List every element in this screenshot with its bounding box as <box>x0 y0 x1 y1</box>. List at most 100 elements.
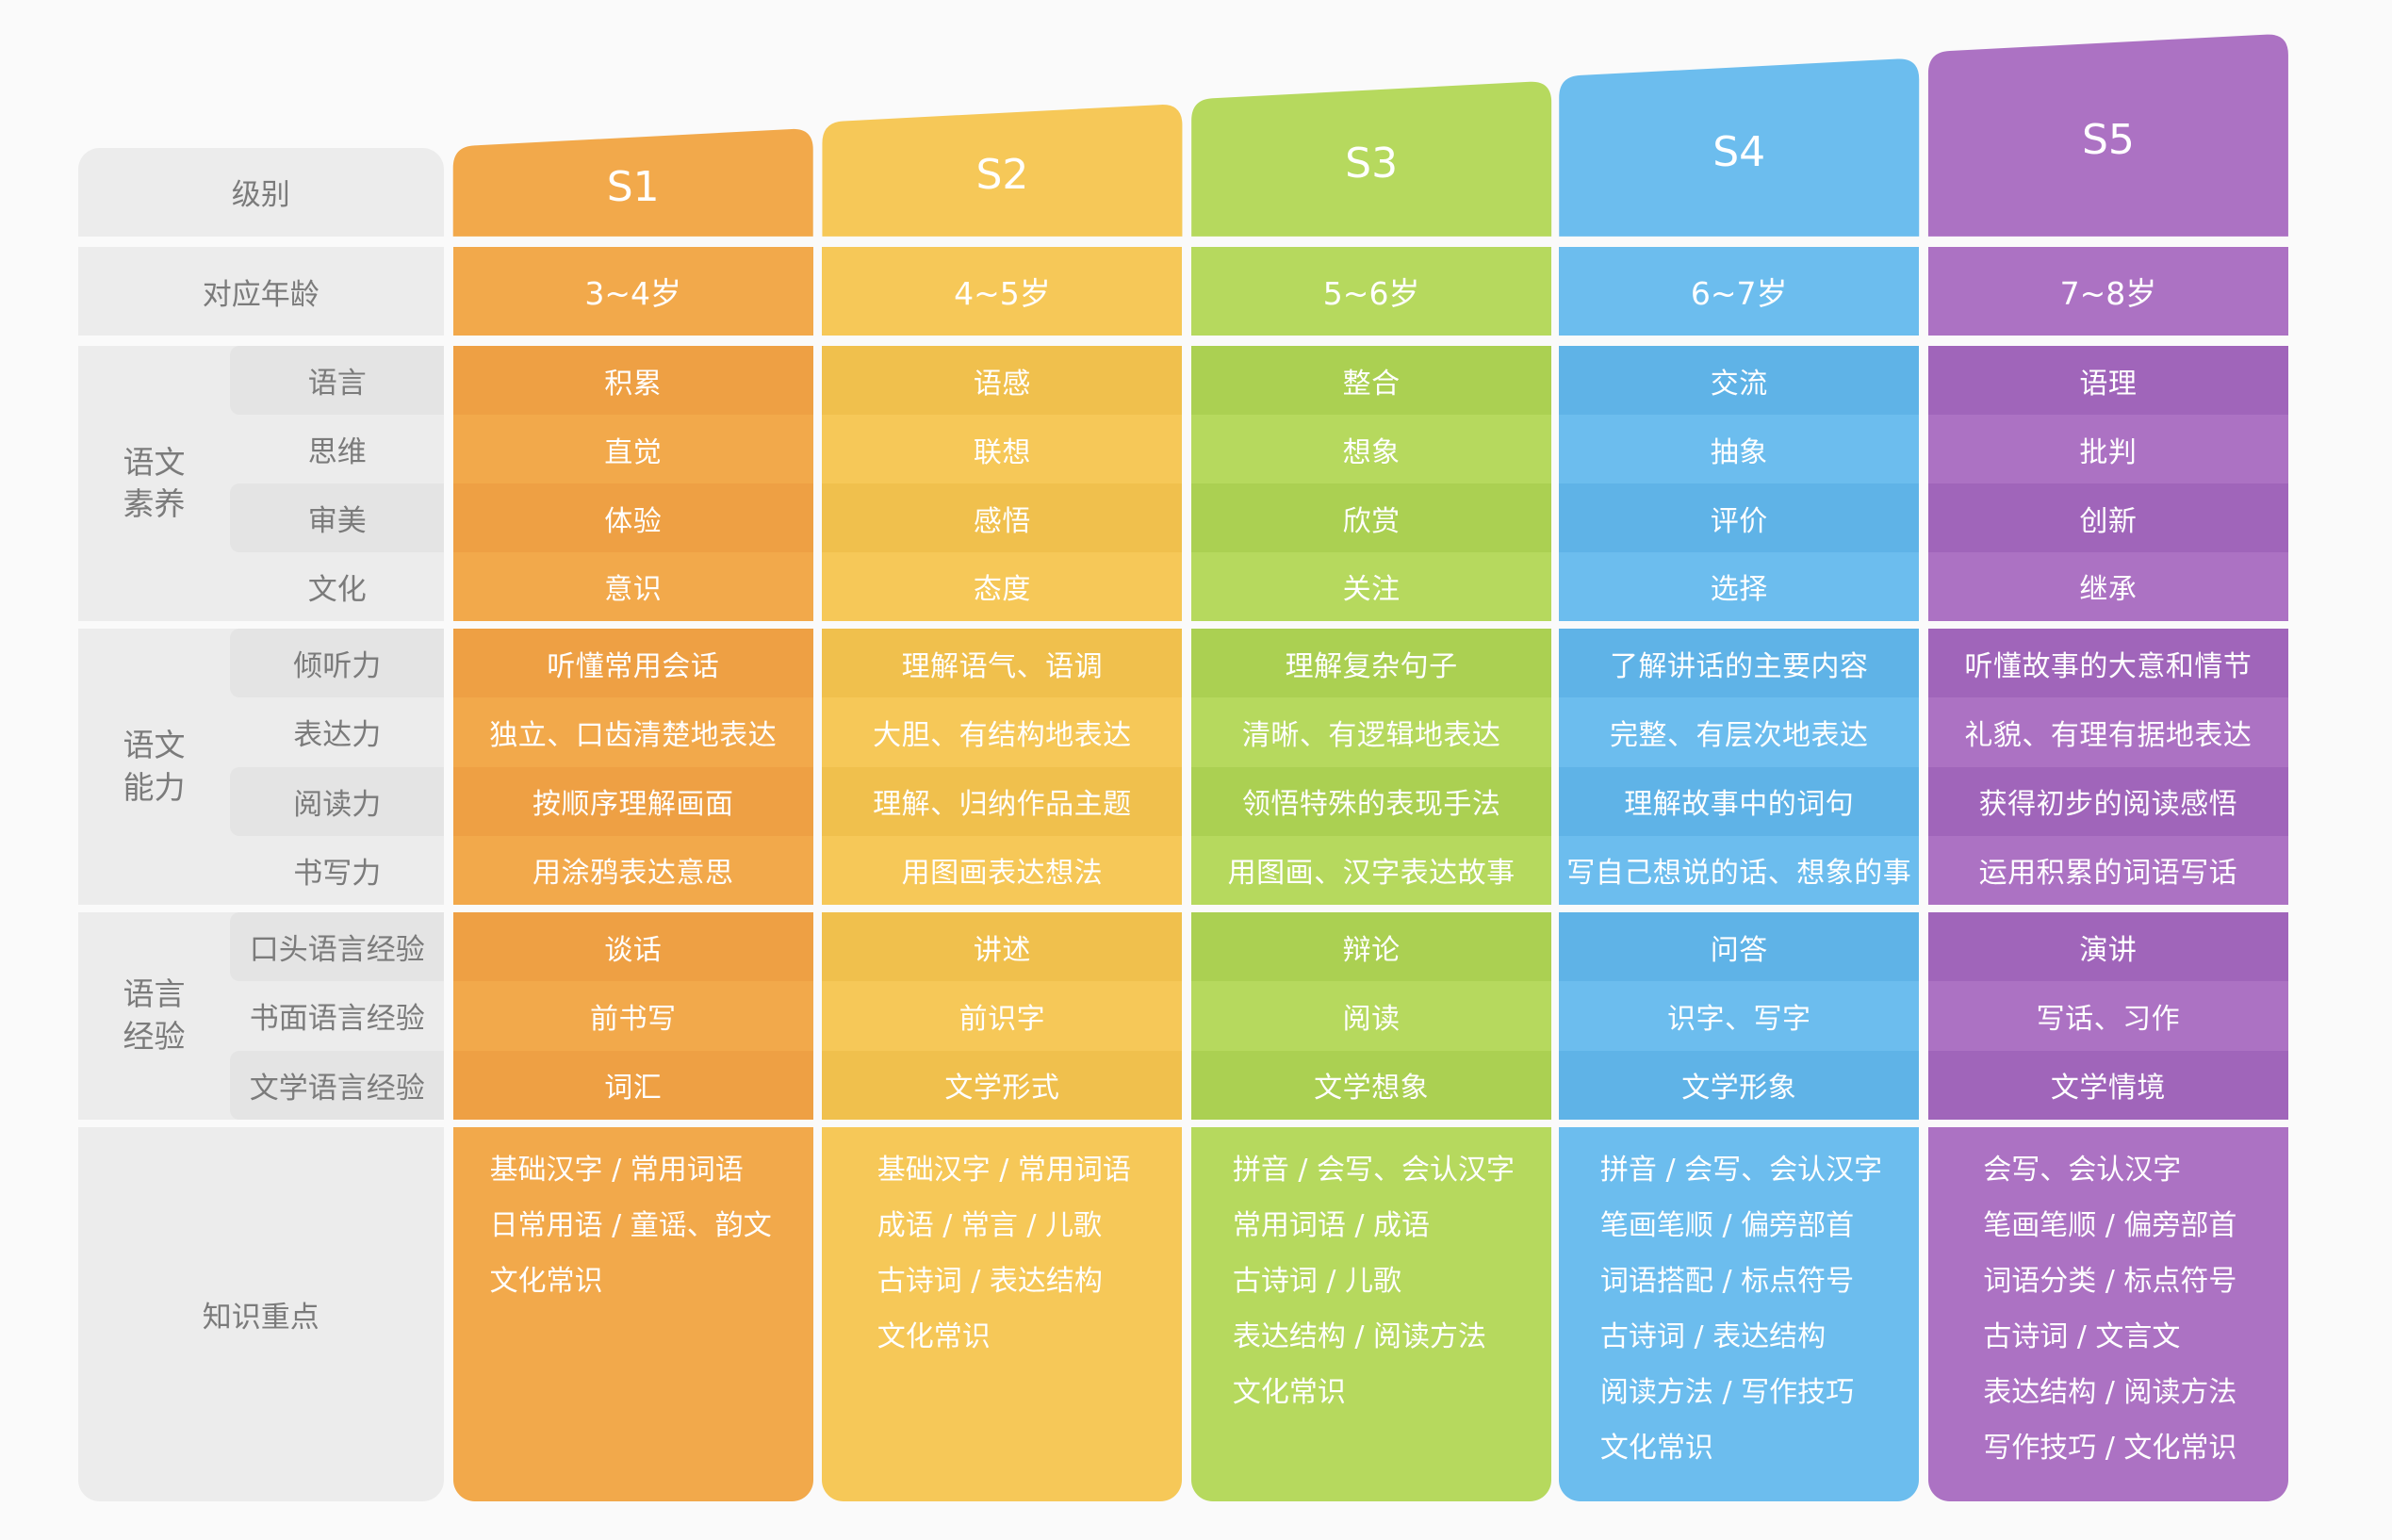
cell-literacy-s4-3: 选择 <box>1710 573 1768 607</box>
age-cell-s4: 6~7岁 <box>1559 247 1920 336</box>
cell-ability-s1-1: 独立、口齿清楚地表达 <box>489 718 778 752</box>
knowledge-row-label: 知识重点 <box>77 1127 445 1501</box>
knowledge-item-s5-0: 会写、会认汉字 <box>1983 1154 2182 1188</box>
sub-label-literacy-0: 语言 <box>230 346 444 416</box>
age-cell-s3: 5~6岁 <box>1191 247 1552 336</box>
sub-label-ability-0: 倾听力 <box>230 628 444 698</box>
age-cell-s1: 3~4岁 <box>452 247 813 336</box>
knowledge-item-s2-1: 成语 / 常言 / 儿歌 <box>877 1209 1103 1243</box>
cell-literacy-s3-3: 关注 <box>1342 573 1401 607</box>
cell-experience-s5-0: 演讲 <box>1927 911 2288 982</box>
knowledge-item-s4-2: 词语搭配 / 标点符号 <box>1599 1265 1855 1299</box>
knowledge-item-s5-2: 词语分类 / 标点符号 <box>1983 1265 2237 1299</box>
level-header-s3: S3 <box>1345 139 1399 188</box>
cell-ability-s3-3: 用图画、汉字表达故事 <box>1227 857 1515 891</box>
sub-label-experience-1: 书面语言经验 <box>249 1002 425 1037</box>
knowledge-item-s5-5: 写作技巧 / 文化常识 <box>1983 1432 2237 1466</box>
knowledge-item-s3-2: 古诗词 / 儿歌 <box>1232 1265 1402 1299</box>
knowledge-item-s1-2: 文化常识 <box>489 1265 603 1299</box>
cell-experience-s1-0: 谈话 <box>452 911 813 982</box>
knowledge-item-s4-5: 文化常识 <box>1599 1432 1713 1466</box>
cell-literacy-s3-1: 想象 <box>1342 435 1401 469</box>
cell-literacy-s3-0: 整合 <box>1191 346 1552 416</box>
cell-ability-s3-0: 理解复杂句子 <box>1191 628 1552 698</box>
knowledge-item-s5-4: 表达结构 / 阅读方法 <box>1983 1376 2237 1410</box>
knowledge-item-s1-0: 基础汉字 / 常用词语 <box>489 1154 744 1188</box>
cell-ability-s1-3: 用涂鸦表达意思 <box>532 857 734 891</box>
cell-ability-s5-0: 听懂故事的大意和情节 <box>1927 628 2288 698</box>
level-header-s4: S4 <box>1712 127 1766 176</box>
cell-literacy-s1-3: 意识 <box>604 573 663 607</box>
knowledge-cell-s2: 基础汉字 / 常用词语 成语 / 常言 / 儿歌 古诗词 / 表达结构 文化常识 <box>822 1127 1183 1501</box>
cell-ability-s5-2: 获得初步的阅读感悟 <box>1927 766 2288 836</box>
cell-ability-s2-0: 理解语气、语调 <box>822 628 1183 698</box>
knowledge-item-s2-0: 基础汉字 / 常用词语 <box>877 1154 1131 1188</box>
cell-literacy-s4-1: 抽象 <box>1710 435 1768 469</box>
cell-ability-s4-3: 写自己想说的话、想象的事 <box>1566 857 1912 891</box>
knowledge-cell-s1: 基础汉字 / 常用词语 日常用语 / 童谣、韵文 文化常识 <box>452 1127 813 1501</box>
cell-ability-s4-1: 完整、有层次地表达 <box>1609 718 1869 752</box>
cell-literacy-s2-2: 感悟 <box>822 483 1183 552</box>
cell-experience-s3-1: 阅读 <box>1342 1002 1401 1036</box>
cell-ability-s5-3: 运用积累的词语写话 <box>1978 857 2238 891</box>
level-header-label: 级别 <box>77 148 445 237</box>
cell-experience-s2-2: 文学形式 <box>822 1050 1183 1120</box>
group-label-literacy: 语文 素养 <box>123 443 186 523</box>
cell-literacy-s5-1: 批判 <box>2079 435 2138 469</box>
cell-literacy-s5-0: 语理 <box>1927 346 2288 416</box>
cell-literacy-s1-0: 积累 <box>452 346 813 416</box>
knowledge-item-s4-0: 拼音 / 会写、会认汉字 <box>1599 1154 1883 1188</box>
level-header-s1: S1 <box>606 162 660 211</box>
knowledge-item-s4-1: 笔画笔顺 / 偏旁部首 <box>1599 1209 1855 1243</box>
knowledge-item-s3-4: 文化常识 <box>1232 1376 1346 1410</box>
cell-literacy-s5-3: 继承 <box>2079 573 2138 607</box>
cell-literacy-s5-2: 创新 <box>1927 483 2288 552</box>
age-cell-s5: 7~8岁 <box>1927 247 2288 336</box>
knowledge-item-s5-1: 笔画笔顺 / 偏旁部首 <box>1983 1209 2237 1243</box>
cell-experience-s3-2: 文学想象 <box>1191 1050 1552 1120</box>
sub-label-literacy-1: 思维 <box>307 435 367 470</box>
cell-experience-s4-1: 识字、写字 <box>1666 1002 1811 1036</box>
sub-label-experience-2: 文学语言经验 <box>230 1050 444 1120</box>
cell-literacy-s4-0: 交流 <box>1559 346 1920 416</box>
cell-experience-s4-0: 问答 <box>1559 911 1920 982</box>
cell-ability-s2-3: 用图画表达想法 <box>901 857 1104 891</box>
cell-ability-s5-1: 礼貌、有理有据地表达 <box>1964 718 2253 752</box>
group-label-ability: 语文 能力 <box>123 726 186 806</box>
sub-label-ability-3: 书写力 <box>293 856 382 891</box>
cell-literacy-s1-1: 直觉 <box>604 435 663 469</box>
sub-label-ability-1: 表达力 <box>293 718 382 753</box>
cell-ability-s1-0: 听懂常用会话 <box>452 628 813 698</box>
knowledge-item-s4-3: 古诗词 / 表达结构 <box>1599 1320 1827 1354</box>
knowledge-cell-s4: 拼音 / 会写、会认汉字 笔画笔顺 / 偏旁部首 词语搭配 / 标点符号 古诗词 / … <box>1559 1127 1920 1501</box>
knowledge-item-s4-4: 阅读方法 / 写作技巧 <box>1599 1376 1855 1410</box>
knowledge-item-s3-1: 常用词语 / 成语 <box>1232 1209 1431 1243</box>
cell-experience-s5-2: 文学情境 <box>1927 1050 2288 1120</box>
sub-label-experience-0: 口头语言经验 <box>230 911 444 982</box>
cell-literacy-s4-2: 评价 <box>1559 483 1920 552</box>
cell-experience-s3-0: 辩论 <box>1191 911 1552 982</box>
sub-label-literacy-2: 审美 <box>230 483 444 552</box>
cell-ability-s1-2: 按顺序理解画面 <box>452 766 813 836</box>
cell-experience-s5-1: 写话、习作 <box>2036 1002 2181 1036</box>
knowledge-item-s3-0: 拼音 / 会写、会认汉字 <box>1232 1154 1515 1188</box>
level-header-s2: S2 <box>975 150 1029 199</box>
knowledge-item-s2-2: 古诗词 / 表达结构 <box>877 1265 1103 1299</box>
cell-literacy-s3-2: 欣赏 <box>1191 483 1552 552</box>
knowledge-cell-s3: 拼音 / 会写、会认汉字 常用词语 / 成语 古诗词 / 儿歌 表达结构 / 阅读方法… <box>1191 1127 1552 1501</box>
age-row-label: 对应年龄 <box>77 247 445 336</box>
knowledge-item-s1-1: 日常用语 / 童谣、韵文 <box>489 1209 772 1243</box>
sub-label-literacy-3: 文化 <box>307 572 367 607</box>
age-cell-s2: 4~5岁 <box>822 247 1183 336</box>
knowledge-item-s2-3: 文化常识 <box>877 1320 991 1354</box>
cell-ability-s2-2: 理解、归纳作品主题 <box>822 766 1183 836</box>
cell-ability-s3-2: 领悟特殊的表现手法 <box>1191 766 1552 836</box>
cell-literacy-s2-3: 态度 <box>973 573 1031 607</box>
knowledge-cell-s5: 会写、会认汉字笔画笔顺 / 偏旁部首 词语分类 / 标点符号 古诗词 / 文言文表达… <box>1927 1127 2288 1501</box>
cell-literacy-s2-0: 语感 <box>822 346 1183 416</box>
group-label-experience: 语言 经验 <box>123 975 186 1055</box>
cell-experience-s1-2: 词汇 <box>452 1050 813 1120</box>
cell-experience-s4-2: 文学形象 <box>1559 1050 1920 1120</box>
knowledge-item-s5-3: 古诗词 / 文言文 <box>1983 1320 2181 1354</box>
